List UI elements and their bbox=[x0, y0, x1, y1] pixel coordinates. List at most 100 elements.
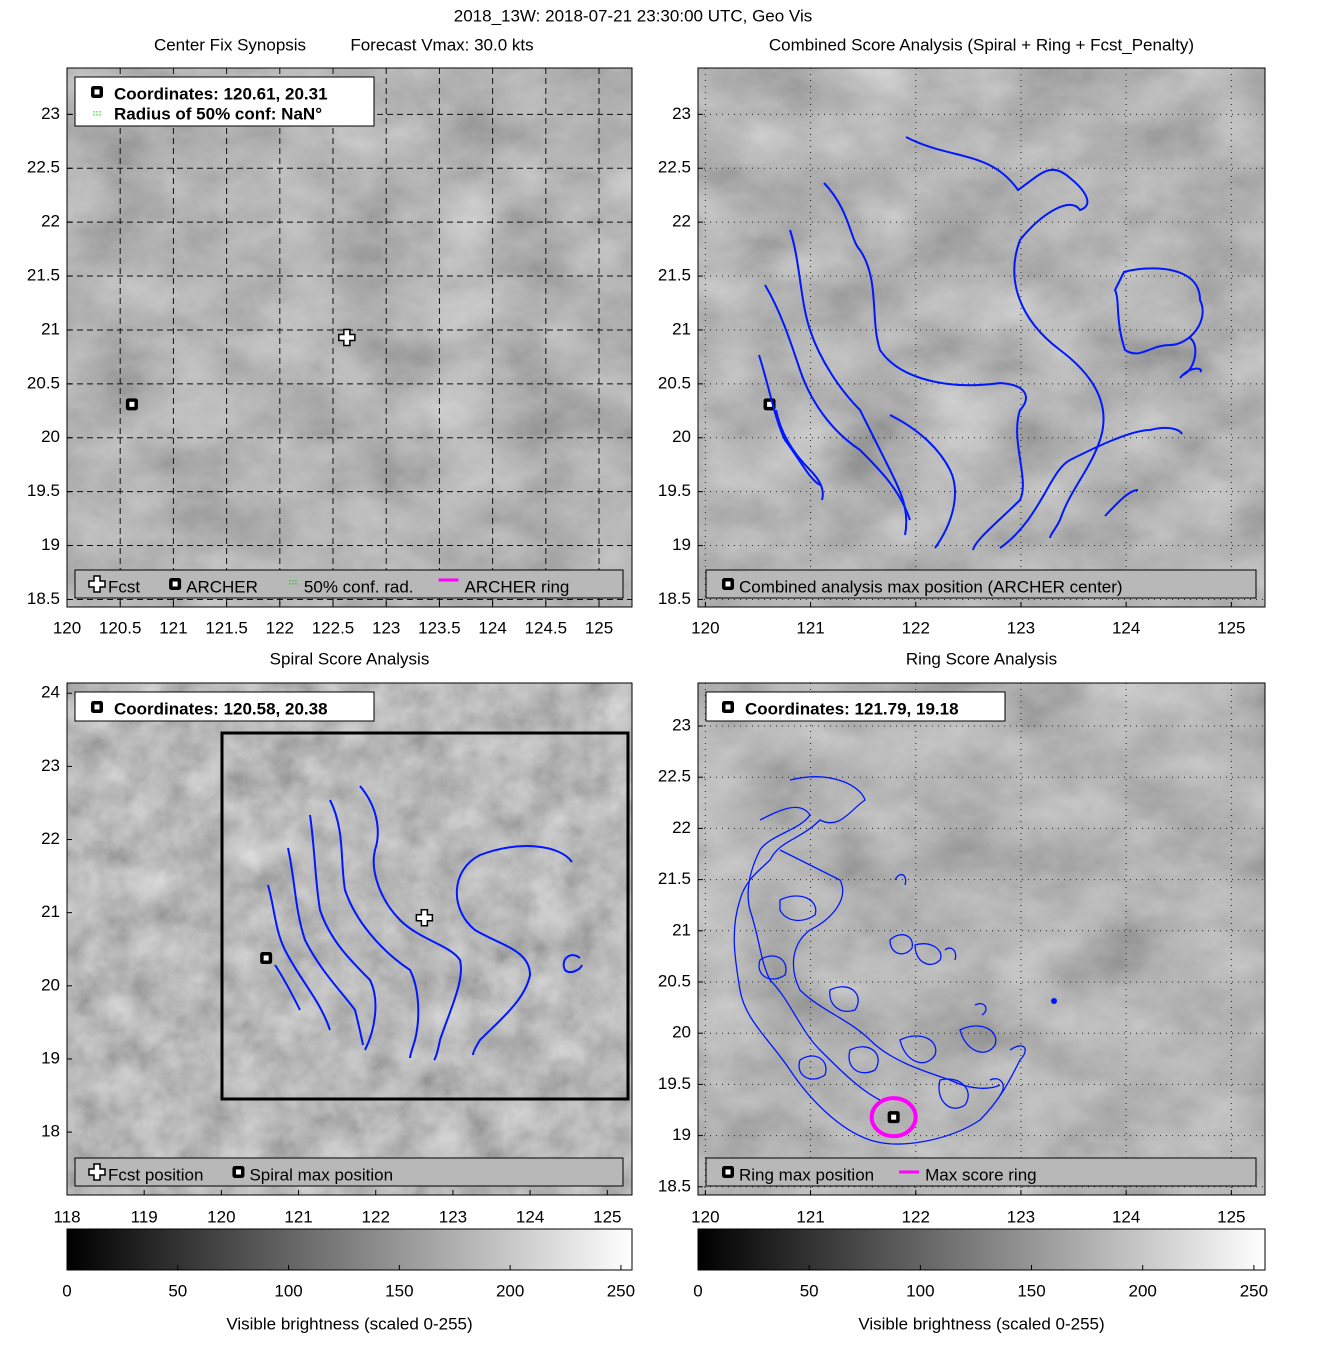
y-tick-label: 21.5 bbox=[658, 869, 691, 888]
y-tick-label: 19.5 bbox=[658, 481, 691, 500]
frame bbox=[66, 67, 633, 608]
haze bbox=[67, 683, 632, 1195]
marker-cross bbox=[415, 909, 434, 927]
x-tick-label: 124 bbox=[478, 618, 506, 637]
legend-label: Max score ring bbox=[925, 1165, 1036, 1184]
legend-label: 50% conf. rad. bbox=[304, 577, 414, 596]
colorbar-label: Visible brightness (scaled 0-255) bbox=[858, 1314, 1104, 1333]
square-inner bbox=[725, 1169, 731, 1175]
marker-square bbox=[169, 578, 182, 590]
square-inner bbox=[725, 581, 731, 587]
legend-label: Ring max position bbox=[739, 1165, 874, 1184]
square-inner bbox=[172, 581, 178, 587]
colorbar bbox=[697, 1228, 1266, 1271]
marker-square bbox=[91, 86, 103, 98]
marker-square bbox=[232, 1166, 245, 1178]
x-tick-label: 121 bbox=[159, 618, 187, 637]
colorbar bbox=[66, 1228, 633, 1271]
haze bbox=[698, 683, 1265, 1195]
x-tick-label: 121 bbox=[284, 1207, 312, 1226]
info-text: Coordinates: 120.58, 20.38 bbox=[114, 699, 328, 718]
panel-title: Spiral Score Analysis bbox=[270, 649, 430, 668]
panel-title: Combined Score Analysis (Spiral + Ring +… bbox=[769, 35, 1194, 54]
marker-cross bbox=[88, 575, 106, 593]
x-tick-label: 122.5 bbox=[312, 618, 355, 637]
square-inner bbox=[891, 1114, 897, 1120]
y-tick-label: 22 bbox=[41, 829, 60, 848]
x-tick-label: 123 bbox=[372, 618, 400, 637]
legend-label: ARCHER ring bbox=[465, 577, 570, 596]
legend-box bbox=[705, 569, 1257, 599]
legend-label: ARCHER bbox=[186, 577, 258, 596]
x-tick-label: 0 bbox=[693, 1281, 702, 1300]
marker-cross bbox=[338, 328, 356, 347]
x-tick-label: 122 bbox=[902, 1207, 930, 1226]
x-tick-label: 100 bbox=[906, 1281, 934, 1300]
info-text: Radius of 50% conf: NaN° bbox=[114, 104, 322, 123]
x-tick-label: 121 bbox=[796, 618, 824, 637]
square-inner bbox=[129, 401, 135, 407]
y-tick-label: 22 bbox=[672, 818, 691, 837]
x-tick-label: 200 bbox=[496, 1281, 524, 1300]
y-tick-label: 23 bbox=[41, 104, 60, 123]
x-tick-label: 250 bbox=[1240, 1281, 1268, 1300]
x-tick-label: 124.5 bbox=[525, 618, 568, 637]
imagery bbox=[698, 68, 1265, 607]
x-tick-label: 125 bbox=[593, 1207, 621, 1226]
haze bbox=[698, 68, 1265, 607]
y-tick-label: 23 bbox=[672, 715, 691, 734]
imagery bbox=[67, 683, 632, 1195]
panel-title: Ring Score Analysis bbox=[906, 649, 1057, 668]
square-inner bbox=[235, 1169, 241, 1175]
x-tick-label: 120 bbox=[53, 618, 81, 637]
y-tick-label: 18 bbox=[41, 1122, 60, 1141]
marker-dots bbox=[289, 580, 297, 586]
y-tick-label: 21.5 bbox=[658, 266, 691, 285]
marker-square bbox=[722, 578, 734, 590]
x-tick-label: 122 bbox=[902, 618, 930, 637]
marker-square bbox=[91, 701, 103, 713]
frame bbox=[697, 67, 1266, 608]
x-tick-label: 120 bbox=[691, 618, 719, 637]
y-tick-label: 19 bbox=[672, 1125, 691, 1144]
y-tick-label: 21 bbox=[41, 319, 60, 338]
panel-subtitle: Forecast Vmax: 30.0 kts bbox=[350, 35, 533, 54]
y-tick-label: 20.5 bbox=[658, 373, 691, 392]
overlays bbox=[220, 136, 1204, 1145]
y-tick-label: 20 bbox=[41, 975, 60, 994]
x-tick-label: 50 bbox=[168, 1281, 187, 1300]
legend-label: Spiral max position bbox=[249, 1165, 393, 1184]
x-tick-label: 123 bbox=[439, 1207, 467, 1226]
cross bbox=[415, 909, 434, 927]
x-tick-label: 150 bbox=[1017, 1281, 1045, 1300]
cross bbox=[88, 1163, 106, 1181]
imagery bbox=[698, 683, 1265, 1195]
x-tick-label: 121.5 bbox=[205, 618, 248, 637]
y-tick-label: 21 bbox=[672, 920, 691, 939]
y-tick-label: 20.5 bbox=[658, 971, 691, 990]
panel-title: Center Fix Synopsis bbox=[154, 35, 306, 54]
square-inner bbox=[263, 955, 269, 961]
x-tick-label: 124 bbox=[1112, 1207, 1140, 1226]
frame bbox=[697, 682, 1266, 1196]
y-tick-label: 21.5 bbox=[27, 266, 60, 285]
spiral-contours bbox=[220, 731, 630, 1101]
square-inner bbox=[767, 401, 773, 407]
y-tick-label: 23 bbox=[41, 756, 60, 775]
combined-contours bbox=[758, 136, 1204, 551]
y-tick-label: 24 bbox=[41, 683, 60, 702]
x-tick-label: 120.5 bbox=[99, 618, 142, 637]
x-tick-label: 124 bbox=[516, 1207, 544, 1226]
y-tick-label: 20 bbox=[41, 427, 60, 446]
marker-dots bbox=[93, 111, 101, 117]
y-tick-label: 20.5 bbox=[27, 373, 60, 392]
x-tick-label: 123 bbox=[1007, 618, 1035, 637]
y-tick-label: 22.5 bbox=[27, 158, 60, 177]
y-tick-label: 19 bbox=[41, 1048, 60, 1067]
legend-box bbox=[74, 569, 624, 599]
ring bbox=[869, 1096, 918, 1139]
cross bbox=[338, 328, 356, 347]
cross bbox=[88, 575, 106, 593]
y-tick-label: 21 bbox=[672, 319, 691, 338]
legend-label: Fcst position bbox=[108, 1165, 203, 1184]
